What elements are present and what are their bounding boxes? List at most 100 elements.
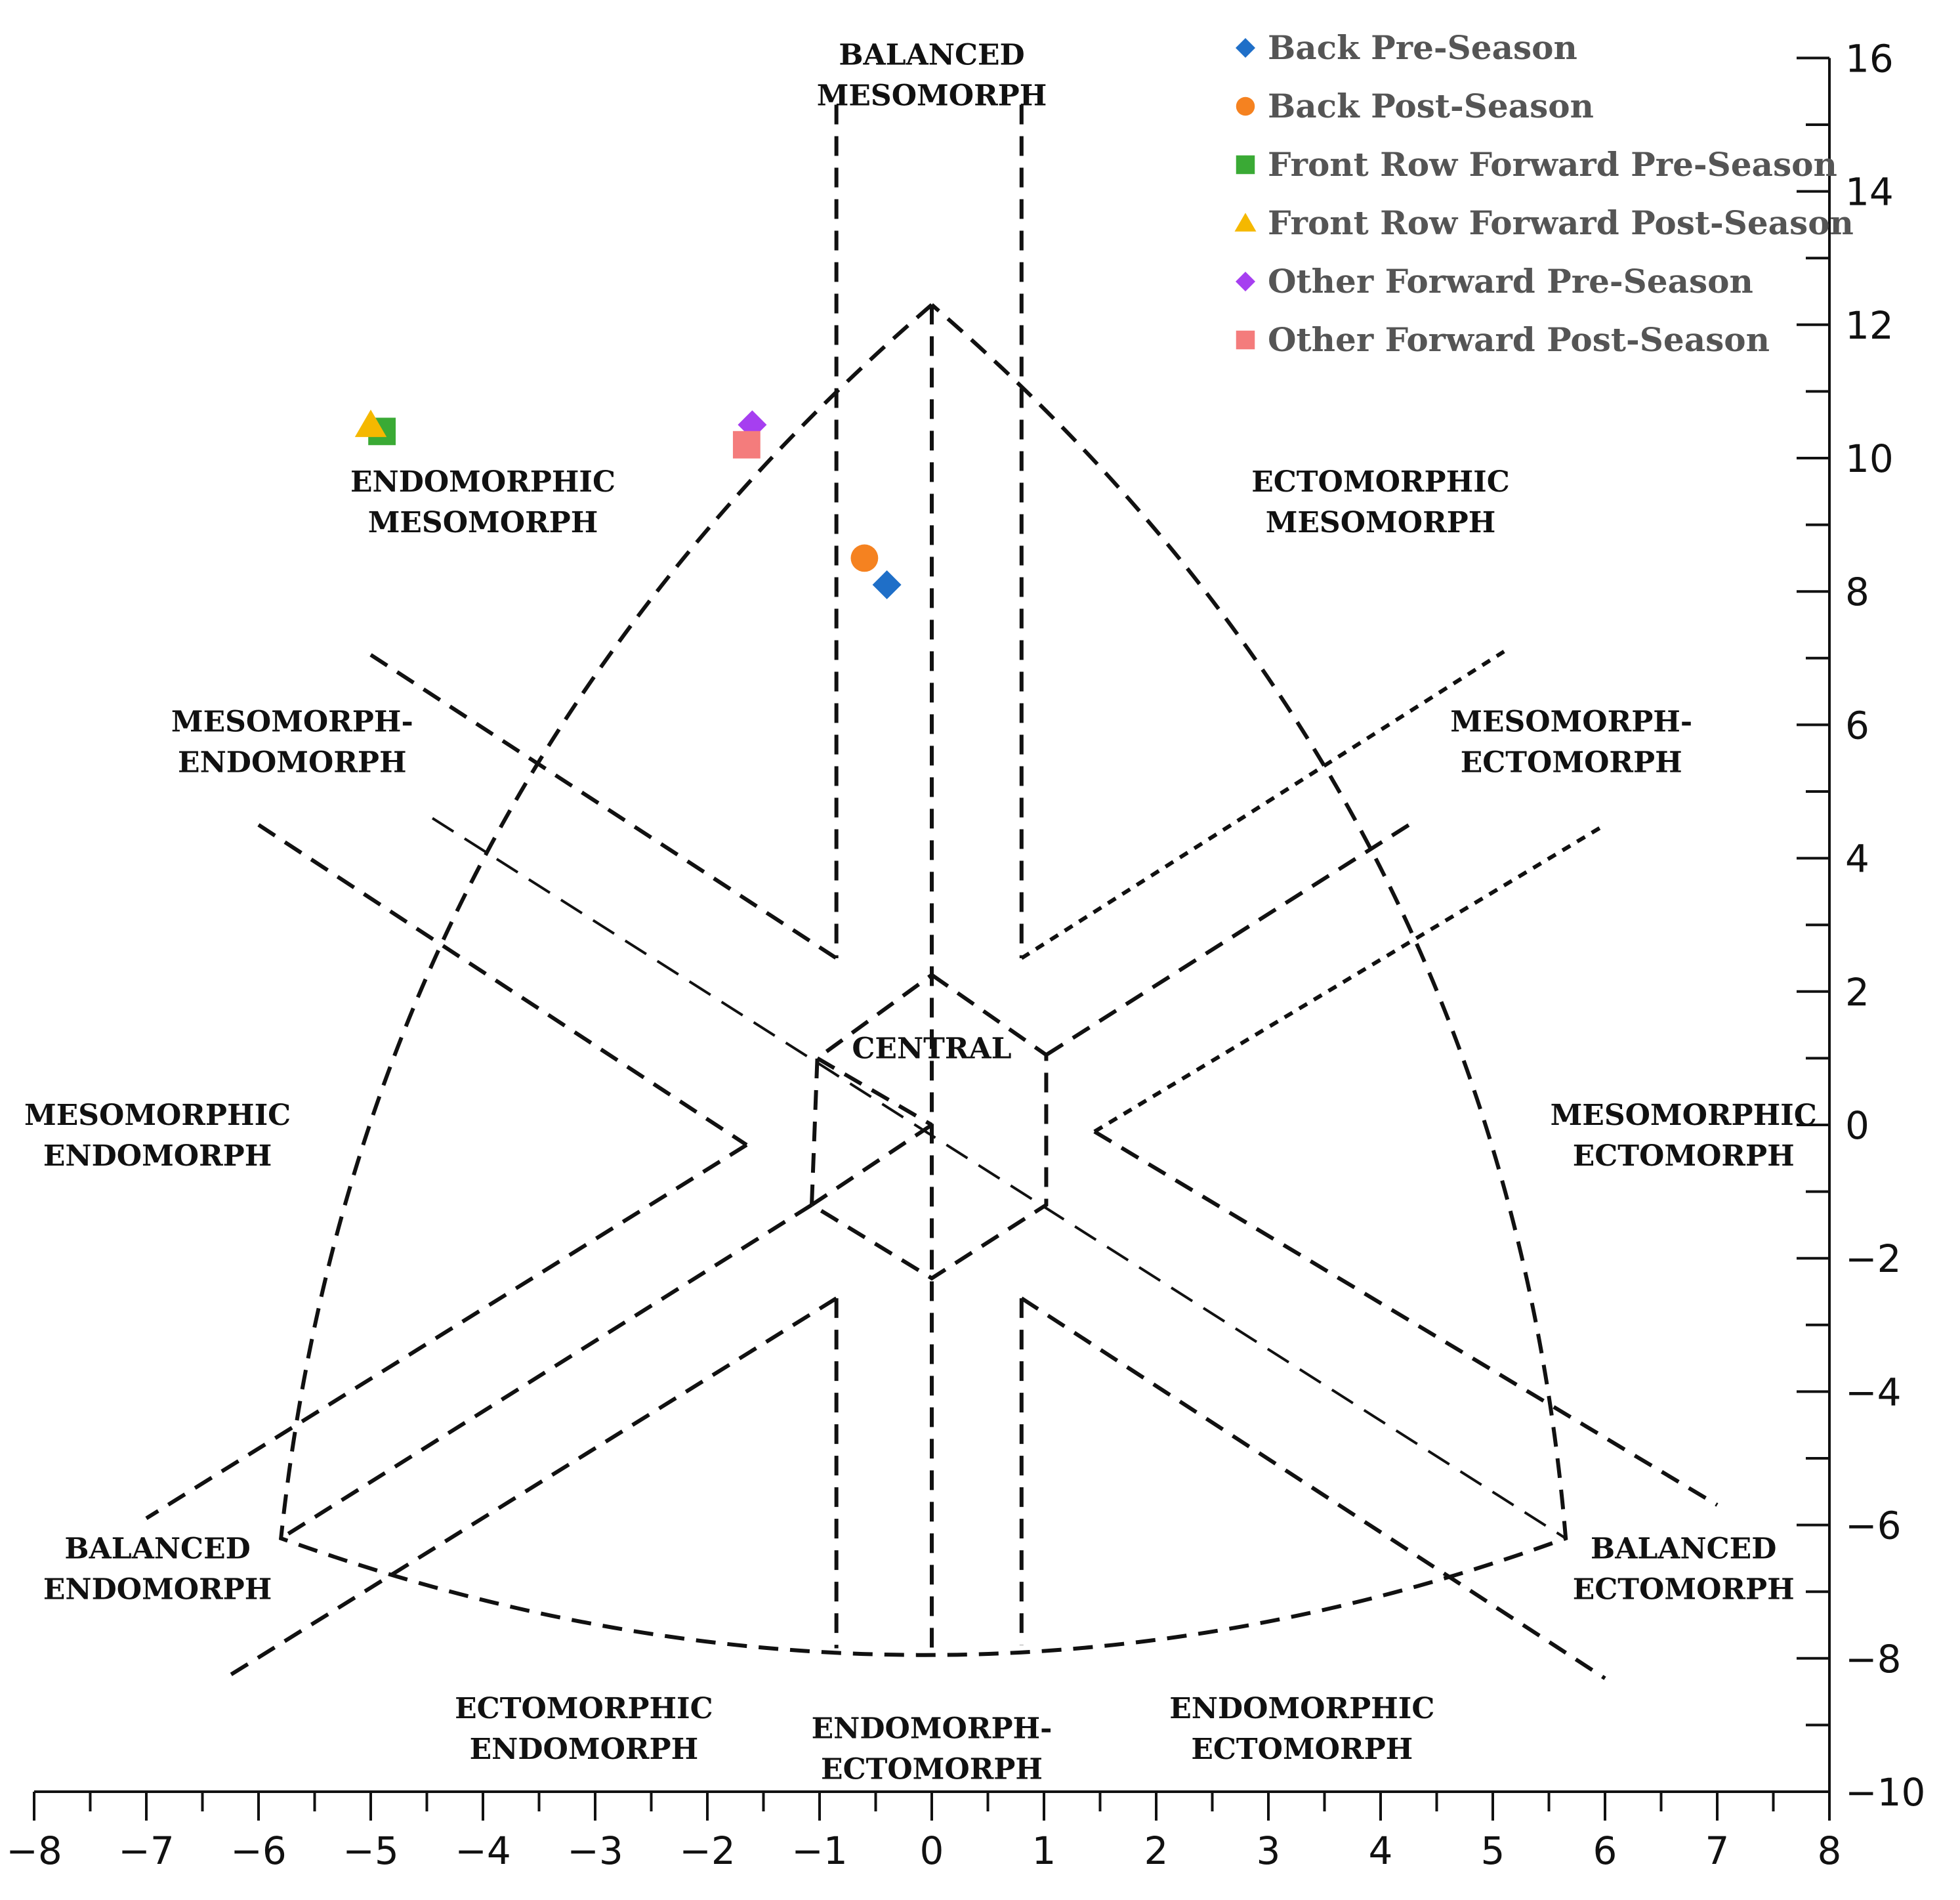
zone-label-line: ENDOMORPH [178, 746, 407, 780]
zone-label-line: MESOMORPH [1266, 506, 1496, 539]
y-tick-label: 0 [1845, 1103, 1869, 1148]
zone-label-line: ENDOMORPH [470, 1733, 699, 1766]
x-tick-label: −7 [118, 1828, 175, 1873]
zone-label: BALANCED MESOMORPH [817, 39, 1047, 113]
y-tick-label: −2 [1845, 1236, 1902, 1281]
x-tick-label: −8 [6, 1828, 62, 1873]
x-tick-label: −2 [679, 1828, 736, 1873]
legend-marker [1236, 96, 1255, 116]
y-tick-label: 16 [1845, 36, 1894, 81]
legend-entry: Other Forward Post-Season [1236, 320, 1770, 359]
legend-label: Other Forward Pre-Season [1268, 262, 1753, 301]
zone-label-line: MESOMORPH- [1450, 706, 1692, 739]
zone-label: MESOMORPH- ECTOMORPH [1450, 706, 1692, 780]
zone-label: ENDOMORPHIC ECTOMORPH [1169, 1692, 1434, 1766]
data-points-layer [354, 410, 902, 600]
zone-label: CENTRAL [852, 1032, 1011, 1065]
legend-entry: Front Row Forward Pre-Season [1236, 145, 1837, 184]
legend-marker [1236, 330, 1255, 350]
center-diagonal-lower [810, 1123, 933, 1207]
legend-label: Other Forward Post-Season [1268, 320, 1770, 359]
meso-ecto-inner [1045, 820, 1415, 1057]
legend-label: Front Row Forward Post-Season [1268, 203, 1854, 242]
legend-label: Back Pre-Season [1268, 28, 1577, 67]
x-tick-label: −5 [343, 1828, 399, 1873]
axes-layer: −8 −7 −6 −5 −4 −3 −2 −1 0 1 2 3 4 5 6 7 8−10−8−6−4−20246… [6, 36, 1925, 1873]
zone-label-line: ENDOMORPH [43, 1573, 272, 1606]
zone-label-line: ENDOMORPH [43, 1139, 272, 1173]
data-point [850, 544, 879, 572]
meso-endo-lower [257, 823, 748, 1147]
x-tick-label: 6 [1593, 1828, 1617, 1873]
x-tick-label: 2 [1144, 1828, 1169, 1873]
zone-label-line: ECTOMORPHIC [1251, 465, 1510, 499]
legend-label: Back Post-Season [1268, 87, 1594, 125]
zone-label: ECTOMORPHIC MESOMORPH [1251, 465, 1510, 539]
legend-entry: Back Post-Season [1236, 87, 1594, 125]
zone-label-line: ENDOMORPH- [812, 1712, 1053, 1746]
endo-ecto-diagonal [431, 816, 1567, 1540]
x-tick-label: 1 [1032, 1828, 1056, 1873]
legend-entry: Front Row Forward Post-Season [1234, 203, 1854, 242]
y-tick-label: −10 [1845, 1770, 1925, 1815]
data-point [354, 410, 387, 437]
x-tick-label: −4 [455, 1828, 511, 1873]
x-tick-label: 3 [1257, 1828, 1281, 1873]
zone-label-line: MESOMORPH [368, 506, 598, 539]
meso-ecto-upper [1020, 650, 1505, 960]
zone-label-line: ECTOMORPH [1573, 1139, 1795, 1173]
zone-lines-layer [145, 104, 1719, 1680]
zone-label-line: ECTOMORPH [821, 1753, 1043, 1786]
legend-marker [1236, 155, 1255, 175]
x-tick-label: −6 [230, 1828, 287, 1873]
x-tick-label: 5 [1481, 1828, 1505, 1873]
endo-ecto-outer [1020, 1296, 1606, 1680]
zone-label-line: CENTRAL [852, 1032, 1011, 1065]
y-tick-label: −6 [1845, 1504, 1902, 1548]
y-tick-label: 4 [1845, 837, 1869, 881]
balanced-endo-upper [145, 1143, 748, 1520]
y-tick-label: 14 [1845, 170, 1894, 215]
x-tick-label: 7 [1705, 1828, 1730, 1873]
zone-label-line: MESOMORPHIC [1551, 1099, 1817, 1132]
zone-label-line: ENDOMORPHIC [1169, 1692, 1434, 1725]
zone-label: BALANCED ENDOMORPH [43, 1532, 272, 1606]
legend: Back Pre-Season Back Post-Season Front Row… [1234, 28, 1854, 359]
y-tick-label: 2 [1845, 970, 1869, 1015]
legend-marker [1236, 38, 1255, 58]
zone-label-line: BALANCED [64, 1532, 250, 1565]
zone-label-line: ECTOMORPH [1191, 1733, 1413, 1766]
x-tick-label: −3 [567, 1828, 623, 1873]
zone-label: MESOMORPHIC ECTOMORPH [1551, 1099, 1817, 1173]
outer-boundary [278, 303, 1568, 1657]
y-tick-label: 6 [1845, 703, 1869, 748]
zone-label-line: MESOMORPH- [171, 706, 413, 739]
legend-marker [1234, 213, 1257, 232]
x-tick-label: 0 [920, 1828, 944, 1873]
data-point [732, 431, 761, 459]
meso-endo-upper [369, 653, 838, 960]
zone-label-line: ECTOMORPH [1461, 746, 1682, 780]
legend-label: Front Row Forward Pre-Season [1268, 145, 1837, 184]
data-point [872, 570, 902, 600]
zone-label: MESOMORPH- ENDOMORPH [171, 706, 413, 780]
zone-label: ENDOMORPH- ECTOMORPH [812, 1712, 1053, 1786]
x-tick-label: −1 [791, 1828, 848, 1873]
meso-ecto-lower [1093, 1129, 1719, 1507]
zone-label-line: MESOMORPHIC [24, 1099, 291, 1132]
center-diagonal-left [816, 1056, 933, 1127]
legend-marker [1236, 272, 1255, 291]
x-tick-label: 8 [1818, 1828, 1842, 1873]
zone-label-line: ECTOMORPH [1573, 1573, 1795, 1606]
legend-entry: Back Pre-Season [1236, 28, 1577, 67]
y-tick-label: 10 [1845, 436, 1894, 481]
zone-label-line: MESOMORPH [817, 79, 1047, 113]
x-tick-label: 4 [1369, 1828, 1393, 1873]
zone-label: ECTOMORPHIC ENDOMORPH [455, 1692, 713, 1766]
y-tick-label: 12 [1845, 303, 1894, 348]
zone-label: BALANCED ECTOMORPH [1573, 1532, 1795, 1606]
legend-entry: Other Forward Pre-Season [1236, 262, 1753, 301]
